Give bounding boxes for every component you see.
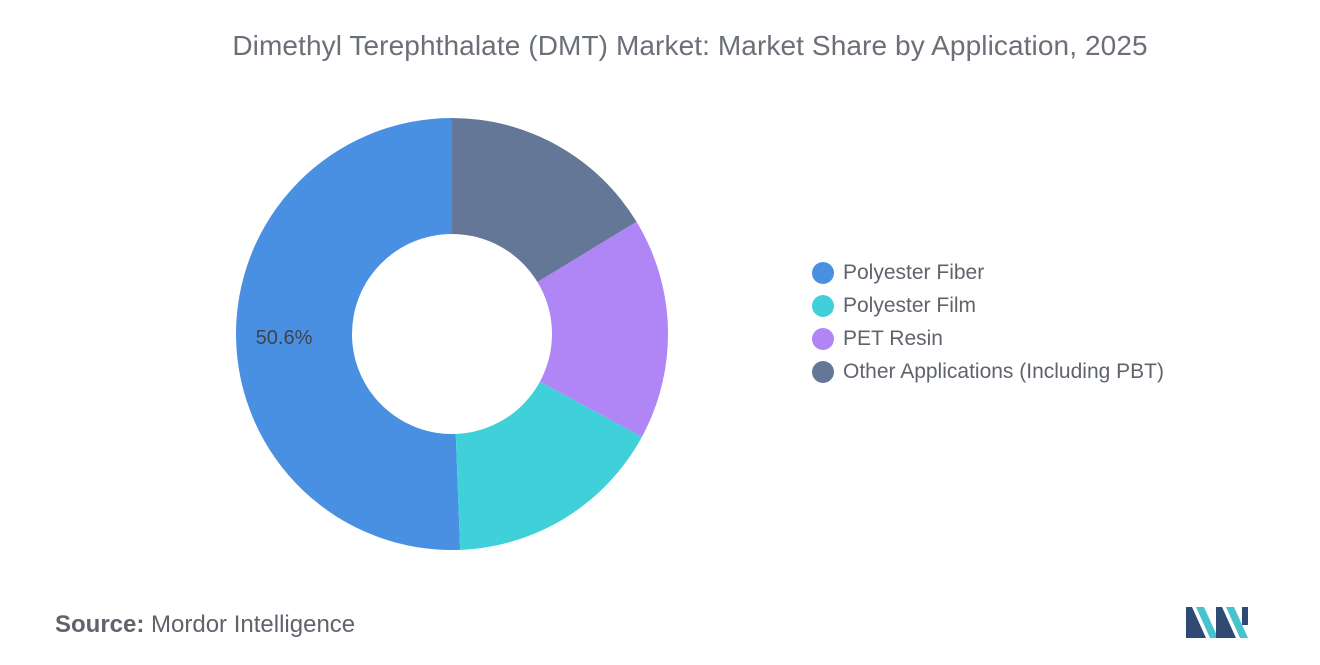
chart-legend: Polyester Fiber Polyester Film PET Resin Ot…	[812, 256, 1164, 388]
legend-item: PET Resin	[812, 322, 1164, 355]
legend-item: Polyester Film	[812, 289, 1164, 322]
slice-polyester-fiber	[235, 118, 461, 550]
legend-swatch	[812, 327, 834, 350]
donut-chart: 50.6%	[235, 118, 668, 550]
mordor-intelligence-logo	[1186, 607, 1248, 638]
legend-label: Polyester Film	[843, 293, 977, 317]
legend-label: Other Applications (Including PBT)	[843, 359, 1164, 383]
legend-item: Polyester Fiber	[812, 256, 1164, 289]
legend-swatch	[812, 360, 834, 383]
slice-other-applications-including-pbt	[452, 118, 637, 283]
source-note: Source: Mordor Intelligence	[55, 611, 355, 639]
source-value: Mordor Intelligence	[151, 611, 356, 638]
legend-label: PET Resin	[843, 326, 943, 350]
slice-pet-resin	[537, 221, 668, 437]
source-label: Source:	[55, 611, 145, 638]
chart-title: Dimethyl Terephthalate (DMT) Market: Mar…	[232, 30, 1148, 61]
legend-label: Polyester Fiber	[843, 260, 985, 284]
slice-data-label: 50.6%	[256, 327, 313, 349]
slice-polyester-film	[455, 381, 642, 550]
legend-swatch	[812, 261, 834, 284]
legend-item: Other Applications (Including PBT)	[812, 355, 1164, 388]
legend-swatch	[812, 294, 834, 317]
